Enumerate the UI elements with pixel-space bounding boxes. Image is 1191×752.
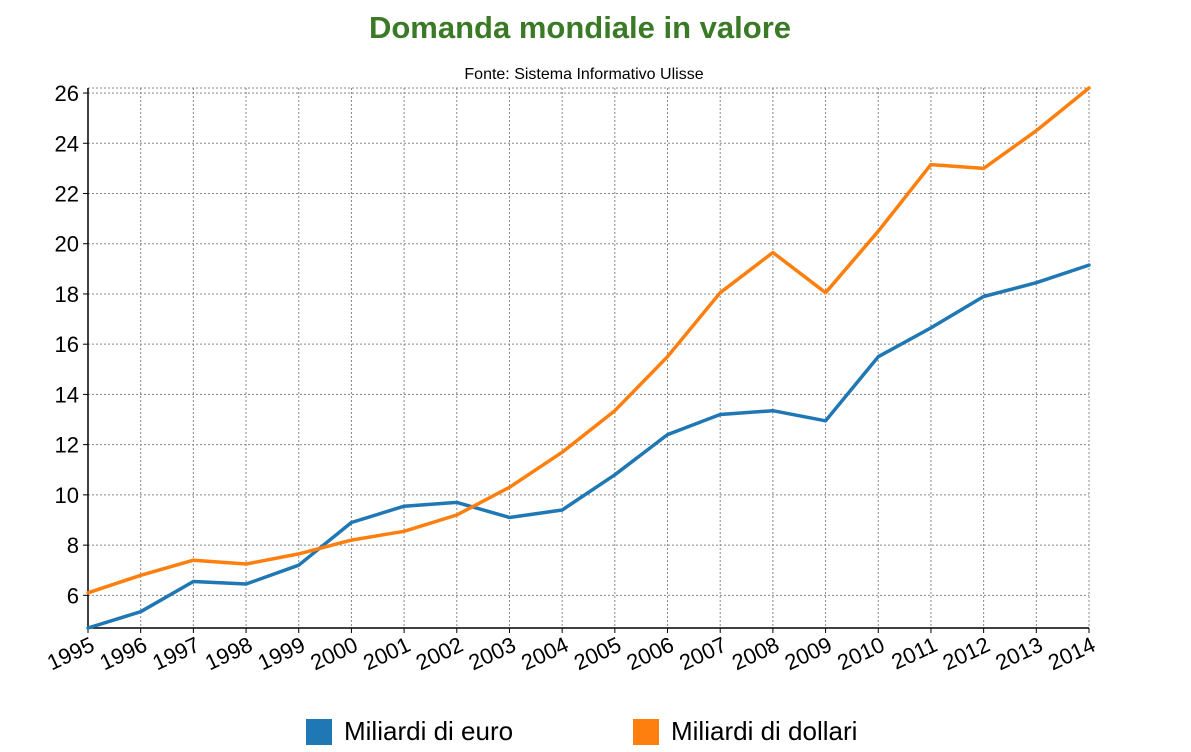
x-tick-label: 2003 (465, 632, 520, 675)
y-tick-label: 22 (55, 181, 79, 206)
x-tick-label: 2000 (307, 632, 362, 675)
x-tick-label: 2001 (359, 632, 414, 675)
y-tick-label: 8 (67, 533, 79, 558)
series-line-0 (86, 263, 1091, 630)
y-tick-label: 14 (55, 382, 79, 407)
legend: Miliardi di euro Miliardi di dollari (0, 716, 1191, 752)
legend-label-dollari: Miliardi di dollari (671, 716, 858, 746)
y-tick-label: 6 (67, 583, 79, 608)
legend-item-dollari[interactable]: Miliardi di dollari (633, 716, 857, 747)
y-tick-label: 16 (55, 332, 79, 357)
legend-label-euro: Miliardi di euro (344, 716, 514, 746)
y-tick-label: 12 (55, 433, 79, 458)
y-tick-label: 20 (55, 232, 79, 257)
x-tick-label: 2012 (939, 632, 994, 675)
x-tick-label: 1997 (149, 632, 204, 675)
x-tick-label: 2006 (623, 632, 678, 675)
x-tick-label: 2010 (833, 632, 888, 675)
y-tick-label: 26 (55, 81, 79, 106)
x-tick-label: 1995 (43, 632, 98, 675)
chart-subtitle: Fonte: Sistema Informativo Ulisse (464, 66, 704, 83)
x-tick-label: 2004 (517, 632, 572, 675)
x-tick-label: 2009 (781, 632, 836, 675)
x-tick-label: 2002 (412, 632, 467, 675)
legend-item-euro[interactable]: Miliardi di euro (306, 716, 513, 747)
y-tick-label: 18 (55, 282, 79, 307)
chart-title: Domanda mondiale in valore (368, 10, 792, 45)
x-tick-label: 2011 (888, 632, 941, 675)
y-tick-label: 10 (55, 483, 79, 508)
x-tick-label: 1999 (254, 632, 309, 675)
legend-swatch-euro (306, 718, 332, 745)
series-line-1 (86, 86, 1091, 595)
x-tick-label: 2014 (1044, 632, 1099, 675)
legend-swatch-dollari (633, 718, 659, 745)
x-tick-label: 1996 (96, 632, 151, 675)
x-tick-label: 2008 (728, 632, 783, 675)
x-tick-label: 2013 (991, 632, 1046, 675)
y-tick-label: 24 (55, 131, 79, 156)
x-tick-label: 2005 (570, 632, 625, 675)
x-tick-label: 2007 (675, 632, 730, 675)
x-tick-label: 1998 (201, 632, 256, 675)
